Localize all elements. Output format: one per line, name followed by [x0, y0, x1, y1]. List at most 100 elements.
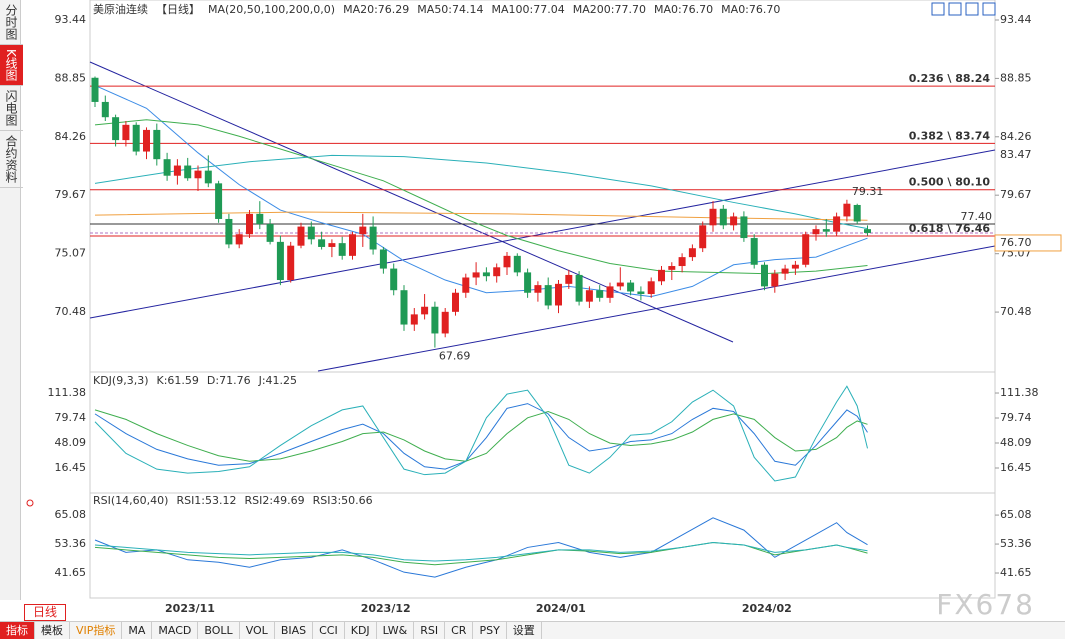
toolbar-item[interactable]: LW& — [377, 622, 415, 639]
candle-body — [441, 311, 449, 334]
candle-body — [246, 213, 253, 235]
y-tick-label: 53.36 — [1000, 537, 1032, 550]
candle-body — [410, 314, 418, 325]
sidebar-tab[interactable]: 合约资料 — [0, 131, 23, 188]
toolbar-item[interactable]: 设置 — [507, 622, 542, 639]
series-line — [94, 211, 868, 221]
candle-body — [297, 226, 305, 246]
toolbar-item[interactable]: 模板 — [35, 622, 70, 639]
rsi-icon — [26, 499, 34, 507]
candle-body — [359, 226, 367, 235]
trend-line — [89, 61, 734, 343]
series-line — [94, 119, 868, 275]
legend-text: KDJ(9,3,3) — [93, 374, 149, 387]
price-tag — [994, 234, 1062, 252]
candle-body — [637, 291, 645, 295]
toolbar-item[interactable]: 指标 — [0, 622, 35, 639]
candle-body — [338, 243, 346, 256]
toolbar-item[interactable]: PSY — [473, 622, 507, 639]
period-button[interactable]: 日线 — [24, 604, 66, 621]
toolbar: 指标 模板 VIP指标 MA MACD BOLL VOL BIAS CCI KDJ LW& RSI CR… — [0, 621, 1065, 639]
candle-body — [781, 268, 789, 274]
candle-body — [421, 306, 429, 315]
candle-body — [616, 282, 624, 287]
y-tick-label: 70.48 — [55, 305, 87, 318]
toolbar-item[interactable]: VOL — [240, 622, 275, 639]
candle-body — [493, 267, 501, 277]
sidebar-tab[interactable]: 分时图 — [0, 0, 23, 45]
icon[interactable] — [931, 2, 945, 16]
y-tick-label: 48.09 — [1000, 436, 1032, 449]
candle-body — [791, 264, 799, 269]
candle-body — [379, 249, 387, 269]
candle-body — [482, 272, 490, 277]
y-tick-label: 16.45 — [1000, 461, 1032, 474]
candle-body — [307, 226, 315, 240]
candle-body — [544, 285, 552, 306]
candle-body — [534, 285, 542, 293]
legend-text: MA200:77.70 — [573, 3, 646, 16]
legend-text: RSI3:50.66 — [313, 494, 373, 507]
watermark: FX678 — [936, 588, 1035, 621]
sidebar: 分时图 K线图 闪电图 合约资料 — [0, 0, 23, 600]
candle-body — [750, 238, 758, 265]
y-tick-label: 93.44 — [55, 13, 87, 26]
sidebar-tab[interactable]: K线图 — [0, 45, 23, 86]
toolbar-item[interactable]: CR — [445, 622, 474, 639]
candle-body — [204, 170, 212, 184]
y-tick-label: 84.26 — [1000, 130, 1032, 143]
candle-body — [153, 129, 161, 160]
candle-body — [730, 216, 738, 226]
y-tick-label: 48.09 — [55, 436, 87, 449]
toolbar-item[interactable]: VIP指标 — [70, 622, 123, 639]
candle-body — [812, 229, 820, 235]
candle-body — [462, 277, 470, 293]
trend-line — [89, 149, 996, 319]
candle-body — [318, 239, 326, 247]
y-tick-label: 93.44 — [1000, 13, 1032, 26]
y-tick-label: 79.74 — [1000, 411, 1032, 424]
candle-body — [565, 274, 573, 284]
toolbar-item[interactable]: CCI — [313, 622, 345, 639]
candle-body — [864, 229, 871, 233]
y-tick-label: 111.38 — [1000, 386, 1039, 399]
candle-body — [400, 290, 408, 325]
candle-body — [452, 292, 459, 312]
legend-text: MA0:76.70 — [721, 3, 780, 16]
candle-body — [606, 286, 614, 298]
toolbar-item[interactable]: BOLL — [198, 622, 240, 639]
x-tick-label: 2023/11 — [165, 602, 215, 615]
candle-body — [596, 290, 604, 298]
price-line-label: 77.40 — [961, 210, 993, 223]
plot-frame — [89, 0, 996, 599]
candle-body — [91, 77, 99, 102]
candle-body — [328, 243, 336, 247]
sidebar-tab[interactable]: 闪电图 — [0, 86, 23, 131]
icon[interactable] — [965, 2, 979, 16]
candle-body — [215, 183, 223, 219]
candle-body — [585, 290, 593, 302]
candle-body — [132, 124, 140, 152]
candle-body — [266, 224, 274, 242]
y-tick-label: 16.45 — [55, 461, 87, 474]
candle-body — [853, 204, 861, 222]
fib-label: 0.500 \ 80.10 — [909, 176, 991, 189]
toolbar-icons[interactable] — [931, 2, 996, 16]
channel-tag: 83.47 — [1000, 148, 1032, 161]
y-tick-label: 79.67 — [1000, 188, 1032, 201]
toolbar-item[interactable]: MA — [122, 622, 153, 639]
candle-body — [843, 203, 851, 217]
icon[interactable] — [948, 2, 962, 16]
candle-body — [719, 208, 727, 226]
legend-text: MA100:77.04 — [492, 3, 565, 16]
toolbar-item[interactable]: BIAS — [275, 622, 314, 639]
candle-body — [225, 218, 233, 245]
toolbar-item[interactable]: RSI — [414, 622, 446, 639]
toolbar-item[interactable]: MACD — [152, 622, 199, 639]
candle-body — [688, 248, 696, 258]
toolbar-item[interactable]: KDJ — [345, 622, 377, 639]
candle-body — [771, 273, 779, 287]
legend-text: 【日线】 — [156, 2, 200, 16]
icon[interactable] — [982, 2, 996, 16]
